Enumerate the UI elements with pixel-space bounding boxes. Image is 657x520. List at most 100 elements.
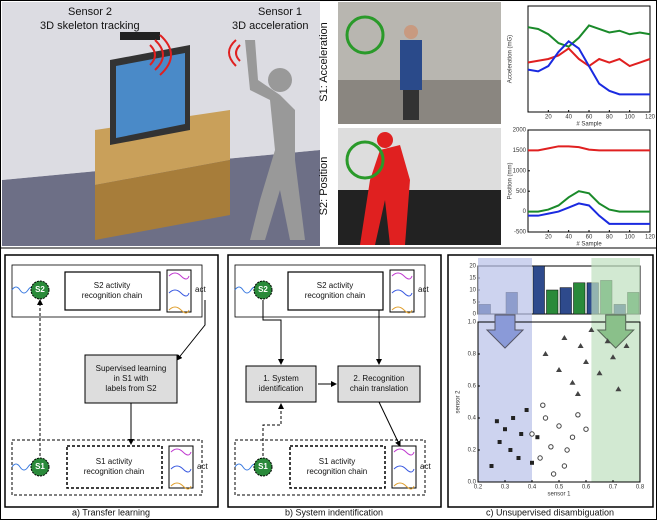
y-tick-label: 0.0 (468, 480, 477, 486)
act: act (420, 462, 431, 471)
x-tick-label: 20 (545, 115, 552, 121)
x-tick-label: 80 (606, 115, 613, 121)
act: act (197, 462, 208, 471)
arrow (263, 300, 281, 364)
x-tick-label: 60 (586, 235, 593, 241)
box-text: identification (259, 384, 303, 393)
box-text: S1 activity (319, 457, 355, 466)
y-tick-label: 1.0 (468, 320, 477, 326)
y-label: sensor 2 (456, 390, 462, 414)
point (530, 432, 534, 436)
x-tick-label: 0.6 (582, 485, 591, 491)
point (561, 335, 567, 340)
point (557, 424, 561, 428)
arrow (263, 404, 281, 456)
figure: Sensor 2 3D skeleton tracking Sensor 1 3… (0, 0, 657, 520)
photo-label: S2: Position (318, 157, 330, 216)
label: Sensor 2 (68, 6, 112, 18)
box-text: 1. System (263, 374, 299, 383)
region (478, 258, 532, 482)
box-text: recognition chain (84, 467, 144, 476)
point (495, 419, 499, 423)
x-tick-label: 100 (625, 115, 636, 121)
label: Sensor 1 (258, 6, 302, 18)
y-tick-label: 0.2 (468, 448, 477, 454)
x-tick-label: 0.4 (528, 485, 537, 491)
act: act (195, 285, 206, 294)
point (525, 408, 529, 412)
sensor-label: S1 (35, 462, 45, 471)
box-text: S2 activity (317, 281, 353, 290)
y-tick-label: 2000 (513, 128, 527, 134)
point (556, 367, 562, 372)
box-text: recognition chain (82, 291, 142, 300)
x-tick-label: 0.3 (501, 485, 510, 491)
point (583, 359, 589, 364)
point (565, 448, 569, 452)
x-tick-label: 120 (645, 115, 656, 121)
box-text: in S1 with (114, 374, 149, 383)
y-tick-label: 500 (516, 189, 527, 195)
point (562, 464, 566, 468)
point (508, 448, 512, 452)
x-tick-label: 80 (606, 235, 613, 241)
x-tick-label: 0.8 (636, 485, 645, 491)
point (543, 351, 549, 356)
caption: c) Unsupervised disambiguation (486, 507, 614, 517)
box-text: S1 activity (96, 457, 132, 466)
y-tick-label: 0 (473, 312, 477, 318)
y-tick-label: 15 (469, 276, 476, 282)
x-tick-label: 100 (625, 235, 636, 241)
point (576, 413, 580, 417)
box-text: recognition chain (307, 467, 367, 476)
y-tick-label: 10 (469, 288, 476, 294)
point (541, 403, 545, 407)
point (575, 391, 581, 396)
photos (338, 2, 501, 245)
point (530, 461, 534, 465)
label: 3D skeleton tracking (40, 20, 140, 32)
y-tick-label: 0 (523, 209, 527, 215)
bar (547, 290, 559, 314)
sensor-label: S1 (258, 462, 268, 471)
point (503, 427, 507, 431)
point (517, 456, 521, 460)
x-tick-label: 0.7 (609, 485, 618, 491)
sensor-label: S2 (258, 285, 268, 294)
x-tick-label: 0.5 (555, 485, 564, 491)
x-tick-label: 120 (645, 235, 656, 241)
y-tick-label: 5 (473, 300, 477, 306)
point (578, 343, 584, 348)
x-label: # Sample (576, 242, 602, 248)
point (570, 435, 574, 439)
bar (533, 266, 545, 314)
y-label: Acceleration (mG) (508, 35, 514, 83)
point (570, 380, 576, 385)
plot-area (528, 130, 650, 232)
box-text: chain translation (350, 384, 408, 393)
y-tick-label: 0.6 (468, 384, 477, 390)
point (498, 440, 502, 444)
act: act (418, 285, 429, 294)
bar (574, 283, 586, 314)
point (551, 472, 555, 476)
y-tick-label: 0.4 (468, 416, 477, 422)
point (543, 416, 547, 420)
photo-label: S1: Acceleration (318, 22, 330, 102)
x-tick-label: 40 (565, 235, 572, 241)
y-tick-label: 0.8 (468, 352, 477, 358)
point (511, 416, 515, 420)
point (519, 432, 523, 436)
arrow (379, 402, 400, 446)
x-tick-label: 40 (565, 115, 572, 121)
y-tick-label: 1000 (513, 168, 527, 174)
box-text: labels from S2 (105, 384, 157, 393)
scene (2, 2, 320, 246)
y-tick-label: -500 (514, 230, 527, 236)
bar (560, 288, 572, 314)
x-tick-label: 60 (586, 115, 593, 121)
point (535, 435, 539, 439)
point (549, 445, 553, 449)
region (591, 258, 640, 482)
caption: a) Transfer learning (72, 507, 150, 517)
